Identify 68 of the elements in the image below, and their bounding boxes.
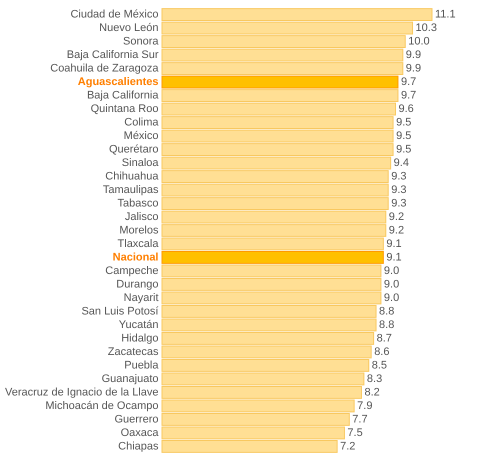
y-tick-label: Baja California Sur bbox=[66, 49, 159, 62]
data-label: 8.2 bbox=[364, 386, 380, 398]
data-label: 9.1 bbox=[386, 251, 402, 264]
data-label: 9.7 bbox=[400, 90, 416, 102]
data-label: 11.1 bbox=[435, 8, 456, 21]
y-tick-label: Jalisco bbox=[124, 211, 158, 224]
y-tick-label: Chihuahua bbox=[105, 170, 160, 183]
y-tick-label: San Luis Potosí bbox=[81, 305, 160, 318]
y-tick-label: Tabasco bbox=[118, 198, 158, 210]
data-label: 7.2 bbox=[340, 440, 356, 452]
y-tick-label: Sinaloa bbox=[122, 157, 160, 170]
y-tick-label: Tlaxcala bbox=[118, 238, 160, 250]
y-tick-label: Campeche bbox=[105, 264, 158, 277]
y-tick-label: Hidalgo bbox=[121, 332, 158, 344]
data-label: 9.6 bbox=[398, 103, 414, 116]
y-tick-label: Nayarit bbox=[124, 292, 158, 304]
y-tick-label: Guerrero bbox=[114, 413, 158, 426]
data-label: 9.9 bbox=[406, 49, 422, 62]
data-label: 7.5 bbox=[347, 426, 363, 439]
data-label: 9.5 bbox=[396, 144, 412, 156]
data-label: 9.0 bbox=[384, 264, 400, 277]
data-label: 9.2 bbox=[388, 224, 404, 236]
y-tick-label: Guanajuato bbox=[102, 372, 158, 385]
data-label: 8.6 bbox=[374, 346, 390, 358]
y-tick-label: Colima bbox=[124, 116, 160, 129]
y-tick-label: Morelos bbox=[119, 224, 159, 236]
data-label: 9.2 bbox=[388, 211, 404, 224]
y-tick-label: Yucatán bbox=[118, 318, 158, 331]
bar bbox=[162, 76, 398, 89]
data-label: 9.4 bbox=[394, 157, 409, 170]
data-label: 8.3 bbox=[366, 372, 382, 385]
y-tick-label: Tamaulipas bbox=[102, 184, 159, 196]
y-tick-label: Quintana Roo bbox=[90, 103, 158, 116]
y-tick-label: Nacional bbox=[112, 251, 158, 264]
data-label: 10.0 bbox=[408, 36, 430, 48]
data-label: 9.5 bbox=[396, 116, 412, 129]
data-label: 9.3 bbox=[391, 198, 407, 210]
y-tick-label: Durango bbox=[116, 278, 158, 290]
data-label: 9.9 bbox=[406, 62, 422, 75]
data-label: 9.0 bbox=[384, 292, 400, 304]
data-label: 7.9 bbox=[357, 400, 372, 412]
y-tick-label: Coahuila de Zaragoza bbox=[50, 62, 160, 75]
data-label: 8.5 bbox=[372, 359, 388, 372]
data-label: 7.7 bbox=[352, 413, 368, 426]
y-tick-label: México bbox=[124, 130, 158, 142]
data-label: 9.3 bbox=[391, 170, 407, 183]
data-label: 8.8 bbox=[379, 305, 394, 318]
data-label: 8.7 bbox=[376, 332, 392, 344]
y-tick-label: Nuevo León bbox=[99, 22, 158, 34]
y-tick-label: Puebla bbox=[124, 359, 160, 372]
y-tick-label: Zacatecas bbox=[108, 346, 159, 358]
data-label: 8.8 bbox=[379, 318, 394, 331]
data-label: 9.5 bbox=[396, 130, 412, 142]
data-label: 9.3 bbox=[391, 184, 407, 196]
y-tick-label: Sonora bbox=[123, 36, 160, 48]
data-label: 9.0 bbox=[384, 278, 400, 290]
y-tick-label: Baja California bbox=[86, 90, 160, 102]
y-tick-label: Veracruz de Ignacio de la Llave bbox=[5, 386, 158, 398]
y-tick-label: Aguascalientes bbox=[78, 76, 158, 88]
y-tick-label: Michoacán de Ocampo bbox=[45, 400, 158, 412]
data-label: 9.7 bbox=[400, 76, 416, 88]
y-tick-label: Ciudad de México bbox=[70, 8, 158, 21]
data-label: 10.3 bbox=[416, 22, 437, 34]
bar bbox=[162, 251, 384, 264]
y-tick-label: Querétaro bbox=[108, 144, 158, 156]
data-label: 9.1 bbox=[386, 238, 402, 250]
y-tick-label: Chiapas bbox=[118, 440, 159, 452]
y-tick-label: Oaxaca bbox=[120, 426, 160, 439]
